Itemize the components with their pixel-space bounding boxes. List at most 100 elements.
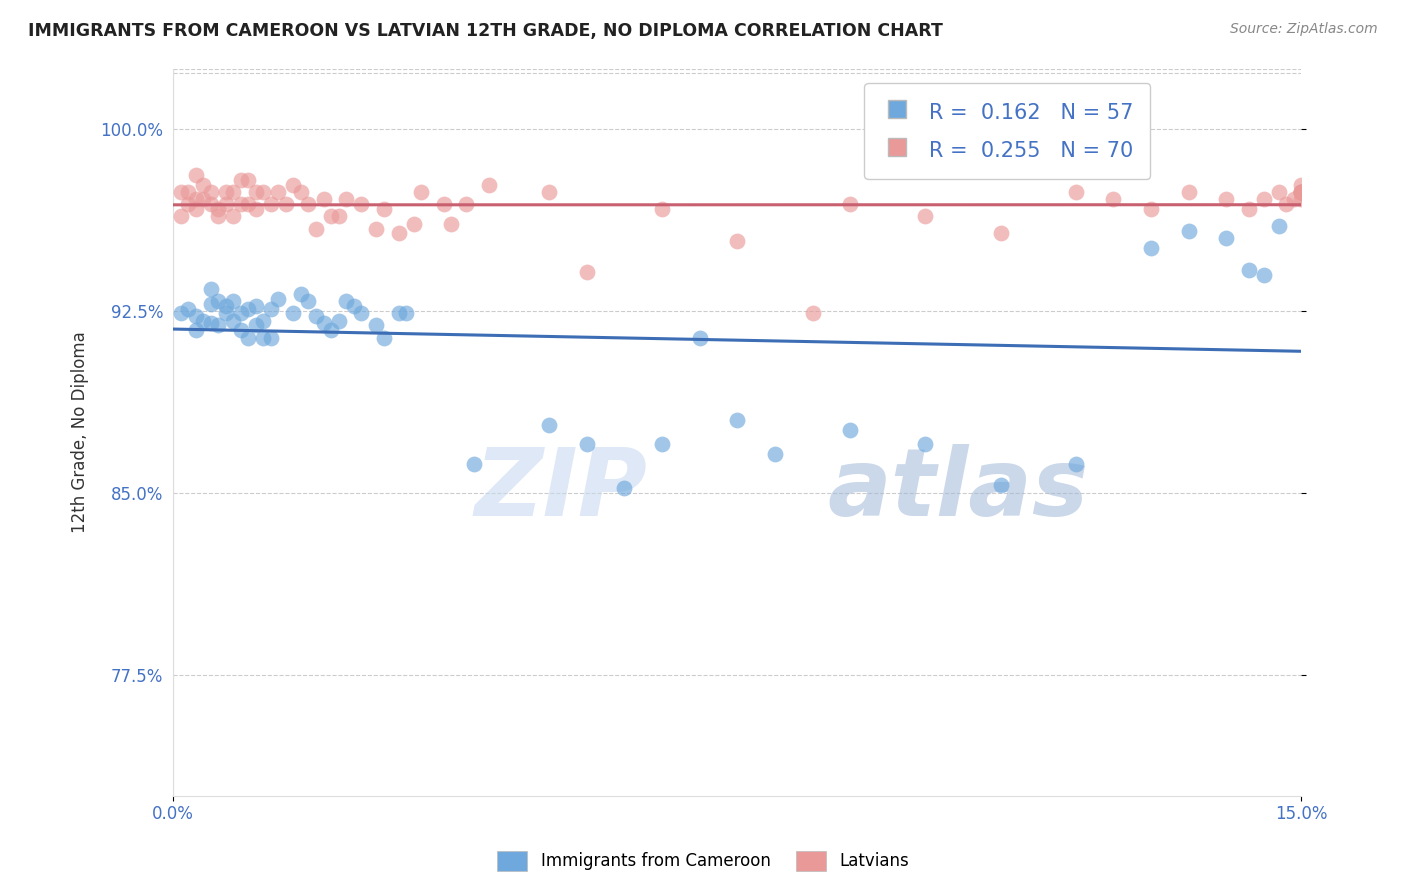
Point xyxy=(1177,185,1199,199)
Point xyxy=(191,178,214,192)
Point xyxy=(229,197,252,211)
Point xyxy=(312,316,335,330)
Point xyxy=(215,197,238,211)
Point xyxy=(1291,185,1313,199)
Point xyxy=(290,185,312,199)
Point xyxy=(297,197,319,211)
Point xyxy=(914,210,936,224)
Point xyxy=(222,185,245,199)
Point xyxy=(328,210,350,224)
Point xyxy=(169,306,191,320)
Point xyxy=(238,173,260,187)
Point xyxy=(328,313,350,327)
Point xyxy=(839,197,862,211)
Point xyxy=(184,309,207,323)
Point xyxy=(177,185,200,199)
Point xyxy=(689,330,711,344)
Point xyxy=(305,221,328,235)
Point xyxy=(411,185,433,199)
Point xyxy=(260,197,283,211)
Point xyxy=(1282,193,1305,207)
Point xyxy=(1064,457,1087,471)
Point xyxy=(319,210,342,224)
Point xyxy=(990,478,1012,492)
Y-axis label: 12th Grade, No Diploma: 12th Grade, No Diploma xyxy=(72,331,89,533)
Text: IMMIGRANTS FROM CAMEROON VS LATVIAN 12TH GRADE, NO DIPLOMA CORRELATION CHART: IMMIGRANTS FROM CAMEROON VS LATVIAN 12TH… xyxy=(28,22,943,40)
Point xyxy=(335,193,357,207)
Point xyxy=(1291,185,1313,199)
Point xyxy=(456,197,478,211)
Point xyxy=(207,202,229,216)
Point xyxy=(1253,268,1275,282)
Point xyxy=(350,197,373,211)
Point xyxy=(200,185,222,199)
Point xyxy=(1102,193,1125,207)
Point xyxy=(215,306,238,320)
Point xyxy=(245,318,267,333)
Point xyxy=(1215,231,1237,245)
Point xyxy=(478,178,501,192)
Point xyxy=(252,185,274,199)
Point xyxy=(373,202,395,216)
Point xyxy=(366,318,388,333)
Point xyxy=(229,306,252,320)
Legend: R =  0.162   N = 57, R =  0.255   N = 70: R = 0.162 N = 57, R = 0.255 N = 70 xyxy=(865,83,1150,179)
Text: ZIP: ZIP xyxy=(474,444,647,536)
Point xyxy=(1291,185,1313,199)
Point xyxy=(207,210,229,224)
Point xyxy=(229,323,252,337)
Point xyxy=(990,227,1012,241)
Point xyxy=(222,210,245,224)
Point xyxy=(207,318,229,333)
Point xyxy=(283,178,305,192)
Point xyxy=(200,282,222,296)
Point xyxy=(1268,185,1291,199)
Point xyxy=(238,301,260,316)
Point xyxy=(215,299,238,313)
Point xyxy=(274,197,297,211)
Point xyxy=(1140,202,1163,216)
Point xyxy=(245,202,267,216)
Point xyxy=(222,313,245,327)
Point xyxy=(575,437,598,451)
Point xyxy=(538,185,561,199)
Point xyxy=(184,202,207,216)
Point xyxy=(651,202,673,216)
Point xyxy=(200,316,222,330)
Point xyxy=(725,234,748,248)
Point xyxy=(1291,193,1313,207)
Point xyxy=(575,265,598,279)
Point xyxy=(297,294,319,309)
Point xyxy=(238,330,260,344)
Point xyxy=(238,197,260,211)
Point xyxy=(252,313,274,327)
Point xyxy=(260,301,283,316)
Point xyxy=(200,296,222,310)
Point xyxy=(312,193,335,207)
Point xyxy=(343,299,366,313)
Point xyxy=(350,306,373,320)
Point xyxy=(177,197,200,211)
Point xyxy=(1215,193,1237,207)
Point xyxy=(245,299,267,313)
Point xyxy=(252,330,274,344)
Point xyxy=(839,423,862,437)
Point xyxy=(245,185,267,199)
Point xyxy=(1237,262,1260,277)
Point xyxy=(215,185,238,199)
Point xyxy=(184,323,207,337)
Point xyxy=(169,185,191,199)
Point xyxy=(184,168,207,182)
Point xyxy=(267,292,290,306)
Point xyxy=(335,294,357,309)
Text: atlas: atlas xyxy=(828,444,1088,536)
Point xyxy=(290,287,312,301)
Point xyxy=(388,227,411,241)
Point xyxy=(1237,202,1260,216)
Point xyxy=(725,413,748,427)
Legend: Immigrants from Cameroon, Latvians: Immigrants from Cameroon, Latvians xyxy=(489,842,917,880)
Point xyxy=(305,309,328,323)
Point xyxy=(229,173,252,187)
Point xyxy=(1268,219,1291,233)
Point xyxy=(191,313,214,327)
